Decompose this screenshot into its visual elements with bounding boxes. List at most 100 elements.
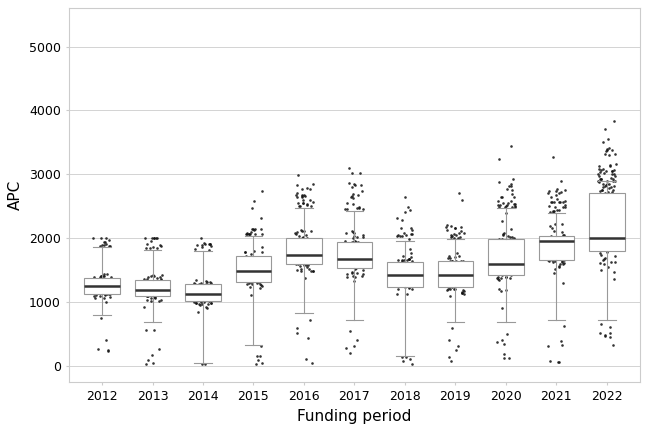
Point — [556, 188, 566, 195]
Point — [146, 287, 157, 294]
Point — [301, 243, 312, 250]
Point — [507, 256, 517, 263]
Point — [106, 273, 116, 280]
Point — [253, 357, 263, 364]
Point — [202, 305, 213, 312]
Point — [249, 227, 259, 234]
Point — [605, 329, 615, 336]
Point — [548, 208, 559, 215]
Point — [89, 286, 100, 293]
Point — [501, 273, 511, 280]
Point — [554, 263, 564, 270]
Point — [200, 297, 211, 304]
Point — [350, 253, 360, 260]
Point — [143, 293, 153, 300]
Point — [194, 302, 205, 308]
Point — [203, 286, 214, 293]
Point — [454, 267, 465, 274]
Point — [594, 226, 604, 233]
Point — [189, 294, 200, 301]
Point — [502, 330, 512, 337]
Point — [400, 267, 410, 273]
Point — [610, 215, 621, 222]
Point — [544, 244, 554, 251]
Point — [548, 254, 559, 261]
Point — [247, 270, 257, 277]
Point — [202, 282, 213, 289]
Point — [509, 262, 519, 269]
Point — [402, 204, 413, 211]
Point — [256, 256, 266, 263]
Point — [509, 201, 520, 208]
Point — [356, 255, 367, 262]
Point — [200, 285, 211, 292]
Point — [141, 287, 152, 294]
Point — [298, 197, 308, 204]
Point — [301, 262, 312, 269]
Point — [595, 219, 605, 226]
Point — [347, 260, 357, 267]
Point — [348, 234, 358, 241]
Point — [292, 256, 303, 263]
Point — [610, 221, 620, 228]
Point — [396, 283, 406, 290]
Point — [610, 150, 620, 157]
Point — [550, 203, 561, 210]
Point — [154, 273, 165, 280]
Point — [143, 286, 154, 293]
Point — [98, 289, 108, 295]
Point — [151, 284, 161, 291]
Point — [450, 254, 461, 260]
Point — [597, 187, 608, 194]
Point — [356, 181, 366, 188]
Point — [603, 206, 613, 213]
Point — [189, 288, 200, 295]
Point — [609, 232, 619, 239]
Point — [98, 280, 108, 287]
Point — [257, 264, 267, 270]
Point — [141, 327, 151, 334]
Point — [493, 236, 503, 243]
Point — [353, 251, 364, 258]
Point — [457, 289, 467, 296]
Point — [610, 191, 620, 197]
Point — [295, 252, 305, 259]
Point — [343, 256, 353, 263]
Point — [347, 195, 358, 202]
Point — [347, 261, 358, 268]
Point — [89, 284, 99, 291]
Point — [143, 274, 154, 281]
Point — [345, 248, 356, 255]
Point — [202, 293, 212, 300]
Point — [355, 169, 365, 176]
Point — [358, 243, 368, 250]
Point — [251, 260, 262, 267]
Point — [496, 248, 507, 255]
Point — [402, 257, 412, 264]
Point — [206, 280, 216, 286]
Point — [600, 238, 610, 245]
Point — [595, 194, 605, 200]
Point — [244, 265, 255, 272]
Point — [594, 172, 604, 179]
Point — [608, 167, 619, 174]
Point — [548, 254, 558, 261]
Point — [147, 286, 157, 293]
Point — [292, 190, 302, 197]
Point — [598, 238, 608, 245]
Point — [604, 237, 614, 244]
Point — [240, 248, 250, 255]
Point — [451, 270, 461, 277]
Point — [608, 268, 619, 275]
Point — [139, 280, 150, 287]
Point — [151, 286, 161, 293]
Point — [609, 194, 619, 201]
Point — [308, 180, 318, 187]
Point — [91, 277, 102, 284]
Point — [544, 202, 554, 209]
Point — [190, 286, 200, 293]
Point — [550, 227, 560, 234]
Point — [141, 245, 151, 252]
Point — [505, 254, 516, 260]
Point — [602, 146, 612, 153]
